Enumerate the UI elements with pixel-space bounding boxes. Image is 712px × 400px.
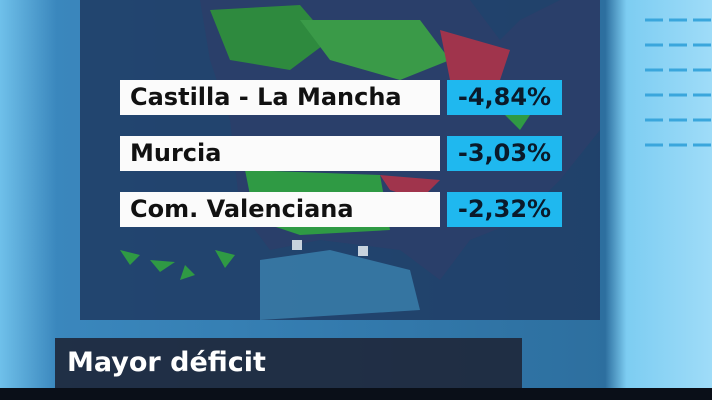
- region-label: Castilla - La Mancha: [120, 80, 440, 115]
- region-label: Com. Valenciana: [120, 192, 440, 227]
- deficit-value: -4,84%: [447, 80, 562, 115]
- deficit-value: -3,03%: [447, 136, 562, 171]
- caption: Mayor déficit: [55, 338, 522, 388]
- region-label: Murcia: [120, 136, 440, 171]
- deficit-value: -2,32%: [447, 192, 562, 227]
